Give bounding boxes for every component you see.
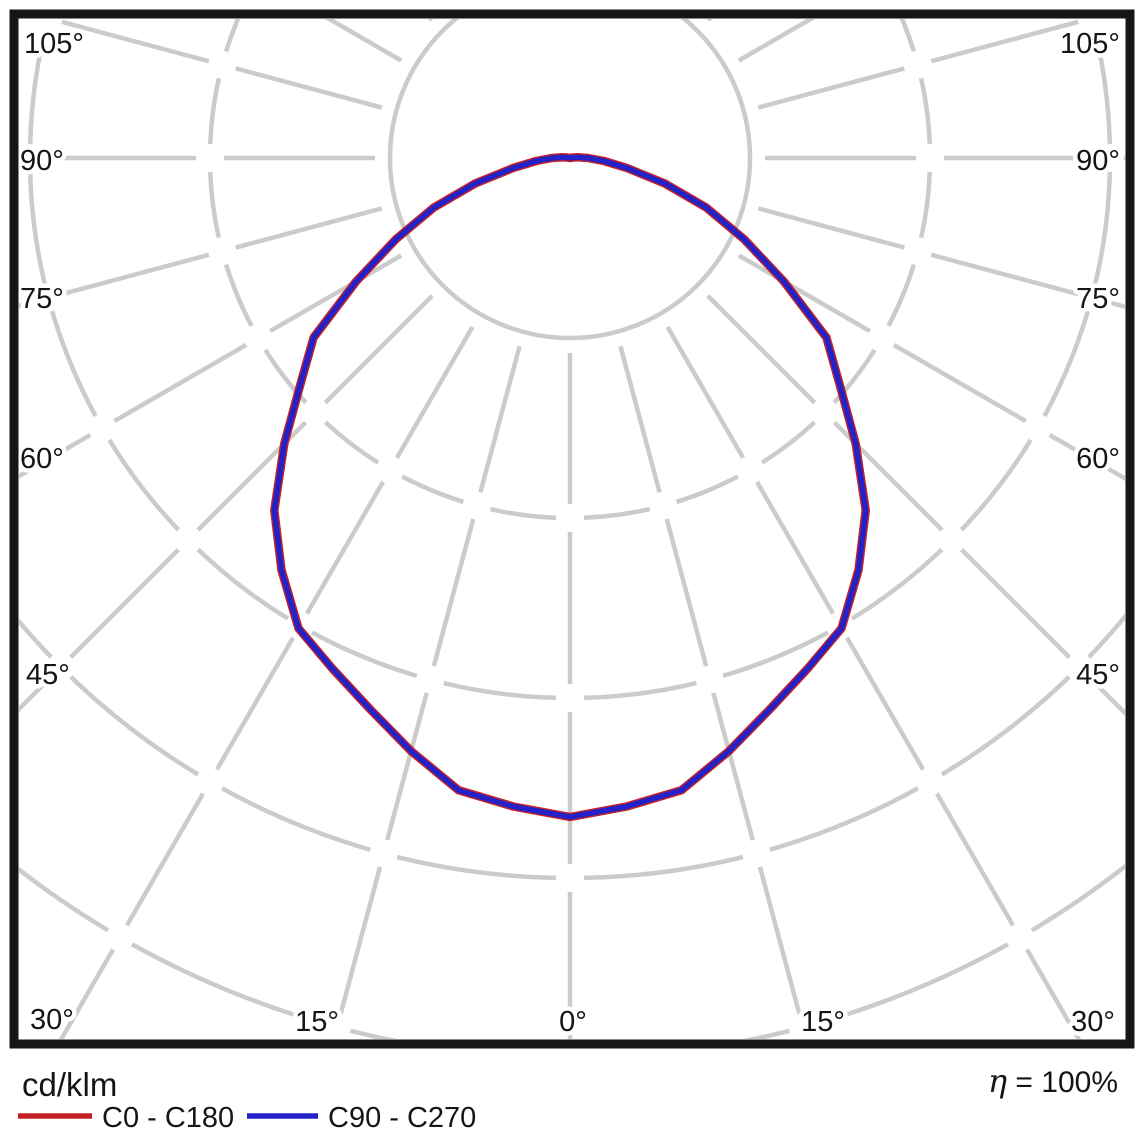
unit-label: cd/klm <box>22 1066 117 1103</box>
grid-intersection-gap <box>196 144 224 172</box>
legend-label-c0-c180: C0 - C180 <box>102 1102 234 1134</box>
grid-intersection-gap <box>1077 283 1106 312</box>
grid-intersection-gap <box>34 19 63 33</box>
grid-intersection-gap <box>376 455 404 484</box>
angle-label: 15° <box>801 1006 845 1038</box>
angle-label: 0° <box>559 1006 587 1038</box>
grid-intersection-gap <box>649 491 678 520</box>
grid-intersection-gap <box>788 1013 817 1039</box>
eta-separator: = <box>1007 1066 1041 1099</box>
grid-intersection-gap <box>556 504 584 532</box>
grid-intersection-gap <box>1096 144 1124 172</box>
grid-intersection-gap <box>174 525 203 554</box>
grid-intersection-gap <box>556 864 584 892</box>
grid-spoke <box>19 294 434 713</box>
angle-label: 90° <box>1076 145 1120 177</box>
grid-intersection-gap <box>916 767 944 796</box>
grid-intersection-gap <box>462 491 491 520</box>
angle-label: 75° <box>20 283 64 315</box>
angle-label: 15° <box>295 1006 339 1038</box>
grid-intersection-gap <box>742 839 771 868</box>
eta-symbol: η <box>988 1062 1007 1100</box>
grid-intersection-gap <box>19 144 44 172</box>
angle-label: 75° <box>1076 283 1120 315</box>
grid-intersection-gap <box>106 923 134 952</box>
grid-intersection-gap <box>46 653 75 682</box>
grid-intersection-gap <box>244 324 273 352</box>
grid-spoke <box>757 206 1125 310</box>
grid-intersection-gap <box>695 665 724 694</box>
grid-intersection-gap <box>903 50 932 79</box>
angle-labels: 105° 90° 75° 60° 45° 30° 15° 0° 15° 30° 105° 90° 75°… <box>16 24 1125 1043</box>
grid-intersection-gap <box>34 283 63 312</box>
angle-label: 105° <box>1060 28 1120 60</box>
angle-label: 60° <box>20 443 64 475</box>
grid-ring <box>387 19 753 341</box>
grid-intersection-gap <box>736 455 764 484</box>
intensity-curves <box>270 153 870 822</box>
efficiency-readout: η = 100% <box>988 1062 1118 1100</box>
grid-intersection-gap <box>867 324 896 352</box>
angle-label: 45° <box>1076 659 1120 691</box>
angle-label: 45° <box>26 659 70 691</box>
angle-label: 105° <box>24 28 84 60</box>
grid-intersection-gap <box>416 665 445 694</box>
angle-label: 30° <box>1071 1006 1115 1038</box>
grid-intersection-gap <box>196 767 224 796</box>
c90-c270-curve <box>271 154 869 820</box>
grid-intersection-gap <box>937 525 966 554</box>
grid-intersection-gap <box>369 839 398 868</box>
eta-value: 100% <box>1041 1066 1118 1099</box>
grid-intersection-gap <box>208 50 237 79</box>
angle-label: 90° <box>20 145 64 177</box>
grid-intersection-gap <box>903 237 932 266</box>
angle-label: 60° <box>1076 443 1120 475</box>
grid-intersection-gap <box>556 684 584 712</box>
grid-intersection-gap <box>301 398 330 427</box>
grid-intersection-gap <box>323 1013 352 1039</box>
grid-intersection-gap <box>1077 19 1106 33</box>
legend-label-c90-c270: C90 - C270 <box>328 1102 476 1134</box>
grid-spoke <box>19 206 383 308</box>
grid-intersection-gap <box>916 144 944 172</box>
angle-label: 30° <box>30 1004 74 1036</box>
grid-intersection-gap <box>88 414 117 442</box>
grid-intersection-gap <box>1006 923 1034 952</box>
grid-intersection-gap <box>1065 653 1094 682</box>
grid-intersection-gap <box>810 398 839 427</box>
grid-intersection-gap <box>208 237 237 266</box>
grid-intersection-gap <box>1023 414 1052 442</box>
plot-frame <box>9 9 1135 1049</box>
